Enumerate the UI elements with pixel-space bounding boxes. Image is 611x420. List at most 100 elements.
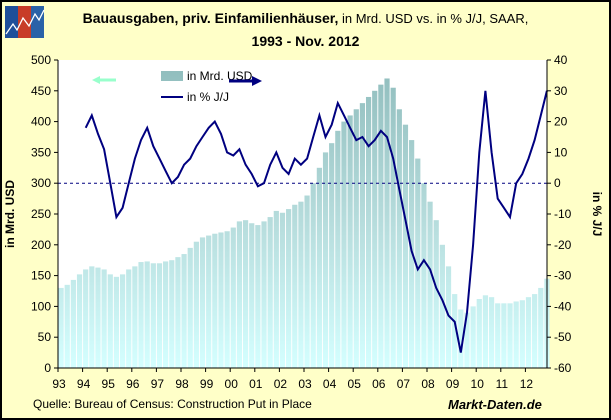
bar xyxy=(279,212,286,368)
x-ticks: 93 94 95 96 97 98 99 00 01 02 03 04 05 06 07 08 09 10 11 12 xyxy=(52,368,533,391)
x-tick-label: 12 xyxy=(520,377,534,391)
x-tick-label: 08 xyxy=(421,377,435,391)
bar xyxy=(126,269,132,368)
bar xyxy=(310,183,316,368)
bar xyxy=(267,217,273,368)
bar xyxy=(156,263,163,368)
left-ticks: 0 50 100 150 200 250 300 350 400 450 500 xyxy=(31,53,58,375)
y2-tick-label: 30 xyxy=(554,84,568,98)
legend-swatch-bars xyxy=(161,71,183,81)
bar xyxy=(532,294,538,368)
bar xyxy=(113,276,120,368)
bar xyxy=(212,233,218,368)
x-tick-label: 96 xyxy=(126,377,140,391)
bar xyxy=(163,261,169,368)
x-tick-label: 10 xyxy=(471,377,485,391)
bar xyxy=(70,279,76,368)
title-rest: in Mrd. USD vs. in % J/J, SAAR, xyxy=(338,11,529,26)
bar xyxy=(427,201,433,368)
bar xyxy=(181,254,187,368)
bar xyxy=(464,312,470,368)
x-tick-label: 07 xyxy=(397,377,411,391)
y-tick-label: 250 xyxy=(31,207,51,221)
y-axis-label: in Mrd. USD xyxy=(3,180,17,248)
bar xyxy=(378,84,384,368)
logo xyxy=(5,6,45,38)
x-tick-label: 02 xyxy=(274,377,288,391)
bar xyxy=(329,143,335,368)
bar xyxy=(525,297,532,368)
left-arrowhead-icon xyxy=(92,76,100,84)
right-arrowhead-icon xyxy=(252,76,262,86)
bar xyxy=(132,266,138,368)
bar xyxy=(292,204,298,368)
bar xyxy=(298,201,304,368)
y-tick-label: 0 xyxy=(44,361,51,375)
y-tick-label: 50 xyxy=(38,330,52,344)
legend-label-line: in % J/J xyxy=(187,90,229,104)
x-tick-label: 03 xyxy=(298,377,312,391)
series-line-pct xyxy=(84,90,548,353)
bar xyxy=(519,300,525,368)
y2-tick-label: -10 xyxy=(554,207,572,221)
x-tick-label: 94 xyxy=(77,377,91,391)
x-tick-label: 04 xyxy=(323,377,337,391)
bar xyxy=(353,109,359,368)
bar xyxy=(261,221,267,368)
right-ticks: -60 -50 -40 -30 -20 -10 0 10 20 30 40 xyxy=(547,53,572,375)
bar xyxy=(64,284,70,368)
bar xyxy=(242,220,249,368)
y-tick-label: 350 xyxy=(31,145,51,159)
x-tick-label: 99 xyxy=(200,377,214,391)
bar xyxy=(101,269,107,368)
x-tick-label: 01 xyxy=(249,377,263,391)
y2-tick-label: 10 xyxy=(554,145,568,159)
legend: in Mrd. USD in % J/J xyxy=(92,69,262,104)
y2-tick-label: -20 xyxy=(554,238,572,252)
bar xyxy=(322,152,329,368)
bar xyxy=(390,87,396,368)
y2-tick-label: -40 xyxy=(554,299,572,313)
bar xyxy=(206,235,212,368)
bar xyxy=(95,267,101,368)
bar xyxy=(470,306,476,368)
x-tick-label: 05 xyxy=(348,377,362,391)
x-tick-label: 09 xyxy=(446,377,460,391)
chart-title: Bauausgaben, priv. Einfamilienhäuser, in… xyxy=(0,10,611,26)
bar xyxy=(341,121,347,368)
logo-zigzag-icon xyxy=(5,9,45,35)
bar xyxy=(384,78,390,368)
x-tick-label: 97 xyxy=(151,377,165,391)
bar xyxy=(495,303,501,368)
bar xyxy=(439,244,445,368)
bar xyxy=(372,90,378,369)
y2-tick-label: 40 xyxy=(554,53,568,67)
x-tick-label: 06 xyxy=(372,377,386,391)
bar xyxy=(169,260,175,368)
bar xyxy=(249,223,255,368)
bar xyxy=(273,210,279,368)
y-tick-label: 200 xyxy=(31,238,51,252)
y-tick-label: 450 xyxy=(31,84,51,98)
bar xyxy=(304,195,310,368)
x-tick-label: 95 xyxy=(102,377,116,391)
y2-tick-label: -60 xyxy=(554,361,572,375)
y2-axis-label: in % J/J xyxy=(590,192,604,237)
bar xyxy=(458,309,464,368)
bar xyxy=(150,263,156,368)
y-tick-label: 500 xyxy=(31,53,51,67)
bar xyxy=(359,103,366,369)
y-tick-label: 100 xyxy=(31,299,51,313)
bar xyxy=(107,274,113,368)
bar xyxy=(218,232,224,368)
y2-tick-label: -50 xyxy=(554,330,572,344)
bar xyxy=(316,167,322,368)
bar xyxy=(482,295,489,368)
bar xyxy=(421,183,427,368)
bar xyxy=(347,115,353,368)
brand-label: Markt-Daten.de xyxy=(448,397,542,412)
bar xyxy=(507,303,513,368)
y-tick-label: 400 xyxy=(31,115,51,129)
bar xyxy=(452,294,458,368)
